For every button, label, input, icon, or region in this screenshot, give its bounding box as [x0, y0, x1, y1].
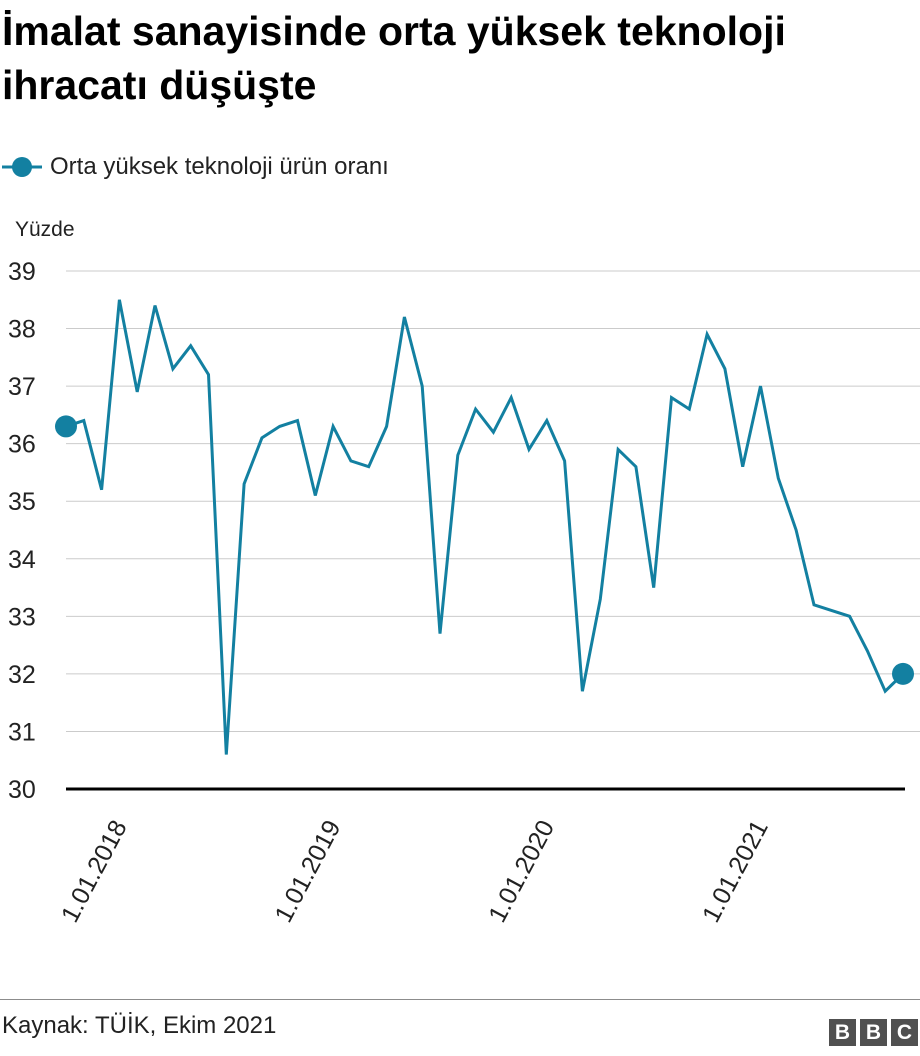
footer-divider — [0, 999, 920, 1000]
legend-label: Orta yüksek teknoloji ürün oranı — [50, 153, 389, 180]
y-tick-label: 30 — [8, 776, 36, 804]
y-tick-label: 31 — [8, 718, 36, 746]
y-tick-label: 36 — [8, 431, 36, 459]
y-tick-label: 38 — [8, 316, 36, 344]
chart-title: İmalat sanayisinde orta yüksek teknoloji… — [2, 8, 786, 108]
y-tick-label: 37 — [8, 373, 36, 401]
line-chart: Yüzde 39 38 37 36 35 34 33 32 31 30 1.01.2018 1.01.2… — [8, 218, 920, 927]
logo-letter: B — [860, 1019, 887, 1046]
y-axis-label: Yüzde — [15, 218, 75, 241]
x-tick-label: 1.01.2018 — [56, 816, 133, 927]
x-tick-label: 1.01.2020 — [483, 816, 560, 927]
y-tick-label: 39 — [8, 258, 36, 286]
start-point-marker — [55, 415, 77, 438]
chart-legend: Orta yüksek teknoloji ürün oranı — [2, 147, 389, 187]
y-tick-label: 32 — [8, 661, 36, 689]
x-tick-label: 1.01.2021 — [697, 816, 774, 927]
source-note: Kaynak: TÜİK, Ekim 2021 — [2, 1012, 277, 1039]
y-tick-label: 34 — [8, 546, 36, 574]
x-tick-label: 1.01.2019 — [269, 816, 346, 927]
bbc-logo: B B C — [829, 1019, 918, 1046]
y-tick-label: 35 — [8, 488, 36, 516]
y-tick-label: 33 — [8, 603, 36, 631]
end-point-marker — [892, 662, 914, 685]
series-line — [65, 299, 905, 755]
logo-letter: C — [891, 1019, 918, 1046]
legend-marker-icon — [2, 157, 42, 177]
logo-letter: B — [829, 1019, 856, 1046]
